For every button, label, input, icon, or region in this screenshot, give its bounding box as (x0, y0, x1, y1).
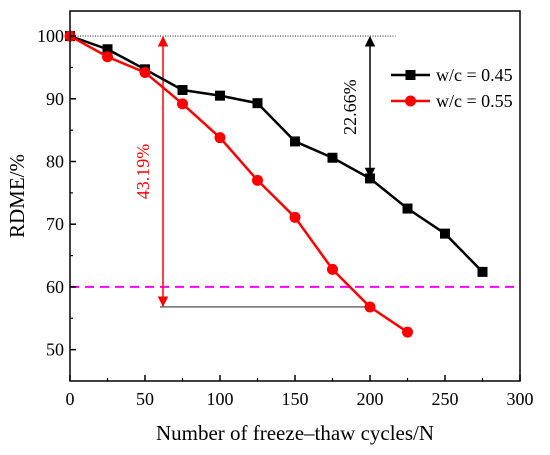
y-tick-label: 60 (46, 277, 64, 297)
y-tick-label: 90 (46, 89, 64, 109)
series-line (69, 34, 409, 334)
annotations: 43.19% 22.66% (133, 36, 376, 307)
data-point (252, 174, 263, 186)
x-tick-label: 150 (282, 389, 309, 409)
data-point (139, 66, 151, 78)
data-point (177, 98, 188, 110)
x-tick-label: 300 (507, 389, 534, 409)
legend-marker (405, 70, 416, 80)
ticks: 0 50 100 150 200 250 300 50 60 70 80 90 100 (37, 26, 534, 409)
y-tick-label: 50 (46, 340, 64, 360)
y-tick-label: 80 (46, 152, 64, 172)
series-line (69, 34, 484, 273)
data-point (477, 266, 488, 277)
y-tick-label: 100 (37, 26, 64, 46)
legend: w/c = 0.45 w/c = 0.55 (391, 65, 513, 111)
x-tick-label: 0 (66, 389, 75, 409)
data-point (327, 263, 338, 275)
x-axis-title: Number of freeze–thaw cycles/N (156, 421, 434, 445)
data-point (290, 136, 300, 147)
legend-marker (405, 95, 416, 107)
data-point (365, 173, 375, 184)
data-point (440, 228, 450, 239)
data-point (327, 152, 338, 163)
x-tick-label: 50 (136, 389, 154, 409)
data-point (102, 44, 113, 55)
y-axis-title: RDME/% (5, 154, 29, 238)
x-tick-label: 250 (432, 389, 459, 409)
legend-label: w/c = 0.45 (436, 65, 513, 85)
x-tick-label: 100 (207, 389, 234, 409)
data-point (402, 203, 413, 214)
series-layer (64, 30, 488, 338)
y-tick-label: 70 (46, 214, 64, 234)
data-point (402, 326, 413, 338)
annotation-label: 22.66% (340, 79, 360, 135)
data-point (102, 51, 113, 63)
legend-label: w/c = 0.55 (436, 91, 513, 111)
data-point (215, 90, 225, 101)
reference-lines (70, 35, 520, 308)
data-point (252, 98, 263, 109)
data-point (364, 301, 376, 313)
data-point (289, 211, 301, 223)
data-point (214, 132, 226, 144)
annotation-label: 43.19% (133, 144, 153, 200)
x-tick-label: 200 (357, 389, 384, 409)
data-point (177, 85, 188, 96)
